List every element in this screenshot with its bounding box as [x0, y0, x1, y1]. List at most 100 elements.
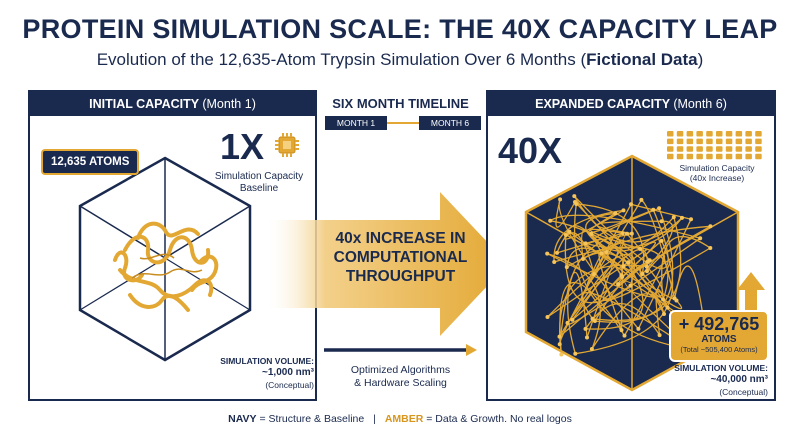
atom-node [585, 335, 589, 340]
atom-node [629, 202, 633, 207]
protein-strand [546, 253, 664, 298]
expanded-capacity-panel: EXPANDED CAPACITY (Month 6) 40X Simulati… [486, 90, 776, 401]
protein-ribbon [113, 221, 219, 312]
mini-chip-icon [755, 146, 762, 152]
protein-strand [640, 199, 676, 299]
expanded-heading: EXPANDED CAPACITY [535, 97, 670, 111]
protein-strand [582, 203, 632, 295]
subtitle-end: ) [697, 50, 704, 69]
mini-chip-icon [745, 131, 752, 137]
atom-node [620, 231, 625, 236]
mini-chip-icon [755, 131, 762, 137]
atom-node [640, 272, 645, 276]
atom-node [657, 333, 662, 338]
protein-strand [624, 280, 706, 352]
atom-node [557, 342, 562, 347]
atom-node [619, 328, 624, 333]
expanded-volume-value: ~40,000 nm³ [710, 374, 768, 385]
atom-node [573, 200, 577, 204]
atom-node [621, 264, 626, 269]
initial-panel-header: INITIAL CAPACITY (Month 1) [30, 92, 315, 116]
expanded-volume: SIMULATION VOLUME: ~40,000 nm³ (Conceptu… [664, 362, 768, 398]
up-arrow-icon [737, 272, 765, 318]
expanded-multiplier: 40X [498, 130, 563, 171]
mini-chip-icon [667, 146, 674, 152]
mini-chip-icon [676, 153, 684, 160]
protein-strand [623, 254, 666, 336]
atom-node [622, 333, 627, 338]
atom-node [548, 218, 553, 223]
expanded-caption-line2: (40x Increase) [689, 173, 745, 183]
atom-node [559, 352, 564, 357]
timeline-start: MONTH 1 [325, 116, 387, 130]
growth-arrow-text: 40x INCREASE IN COMPUTATIONAL THROUGHPUT [318, 229, 483, 286]
initial-caption-line2: Baseline [239, 183, 279, 194]
atom-node [613, 211, 618, 216]
mini-chip-icon [686, 138, 694, 145]
atom-node [563, 233, 568, 237]
atom-node [647, 258, 652, 263]
growth-value: + 492,765 [678, 314, 760, 334]
protein-strand [547, 248, 648, 318]
protein-strand [602, 247, 711, 302]
atom-node [583, 241, 588, 246]
mini-chip-icon [755, 138, 762, 145]
atom-node [621, 208, 626, 213]
atom-node [583, 326, 588, 331]
mini-chip-icon [716, 138, 723, 145]
protein-strand [558, 199, 639, 330]
arrow-text-line1: 40x INCREASE IN [335, 230, 466, 247]
mini-chip-icon [735, 146, 743, 152]
atom-node [665, 305, 670, 310]
atom-node [629, 231, 634, 236]
protein-strand [553, 209, 624, 263]
mini-chip-icon [706, 138, 713, 145]
atoms-growth-badge: + 492,765 ATOMS (Total ~505,400 Atoms) [669, 310, 769, 362]
protein-strand [585, 217, 683, 249]
mini-chip-icon [667, 153, 674, 160]
atom-node [689, 217, 693, 222]
atom-node [565, 320, 570, 325]
mini-chip-icon [696, 146, 703, 152]
mini-chip-icon [686, 131, 694, 137]
protein-strand [554, 246, 669, 300]
timeline-line [387, 122, 419, 124]
mini-chip-icon [667, 138, 674, 145]
atom-node [657, 206, 662, 211]
mini-chip-icon [725, 153, 733, 160]
atom-node [662, 312, 666, 316]
atom-node [572, 194, 577, 199]
method-caption: Optimized Algorithms & Hardware Scaling [318, 364, 483, 390]
protein-strand [564, 234, 631, 304]
protein-strand [617, 225, 711, 285]
baseline-protein-cube [78, 156, 252, 362]
expanded-volume-label: SIMULATION VOLUME: [674, 363, 768, 373]
atom-node [638, 246, 643, 251]
atom-node [567, 229, 572, 234]
mini-chip-icon [696, 138, 703, 145]
mini-chip-icon [745, 138, 752, 145]
atom-node [672, 296, 677, 301]
protein-strand [581, 291, 694, 352]
mini-chip-icon [696, 153, 703, 160]
atom-node [659, 219, 664, 224]
mini-chip-icon [755, 153, 762, 160]
timeline-end: MONTH 6 [419, 116, 481, 130]
arrow-text-line2: COMPUTATIONAL [333, 249, 468, 266]
atom-node [581, 257, 585, 261]
atom-node [645, 269, 649, 274]
atom-node [708, 246, 713, 250]
atom-node [589, 347, 594, 351]
atom-node [651, 207, 656, 212]
atom-node [625, 231, 629, 236]
mini-chip-icon [676, 138, 684, 145]
protein-strand [598, 249, 623, 331]
growth-total: (Total ~505,400 Atoms) [680, 345, 758, 354]
legend-amber-text: = Data & Growth. No real logos [426, 413, 572, 425]
atom-node [619, 273, 624, 278]
mini-chip-icon [676, 131, 684, 137]
atom-node [552, 260, 557, 264]
protein-strand [591, 293, 665, 350]
protein-strand [549, 214, 701, 239]
expanded-volume-note: (Conceptual) [719, 387, 768, 397]
